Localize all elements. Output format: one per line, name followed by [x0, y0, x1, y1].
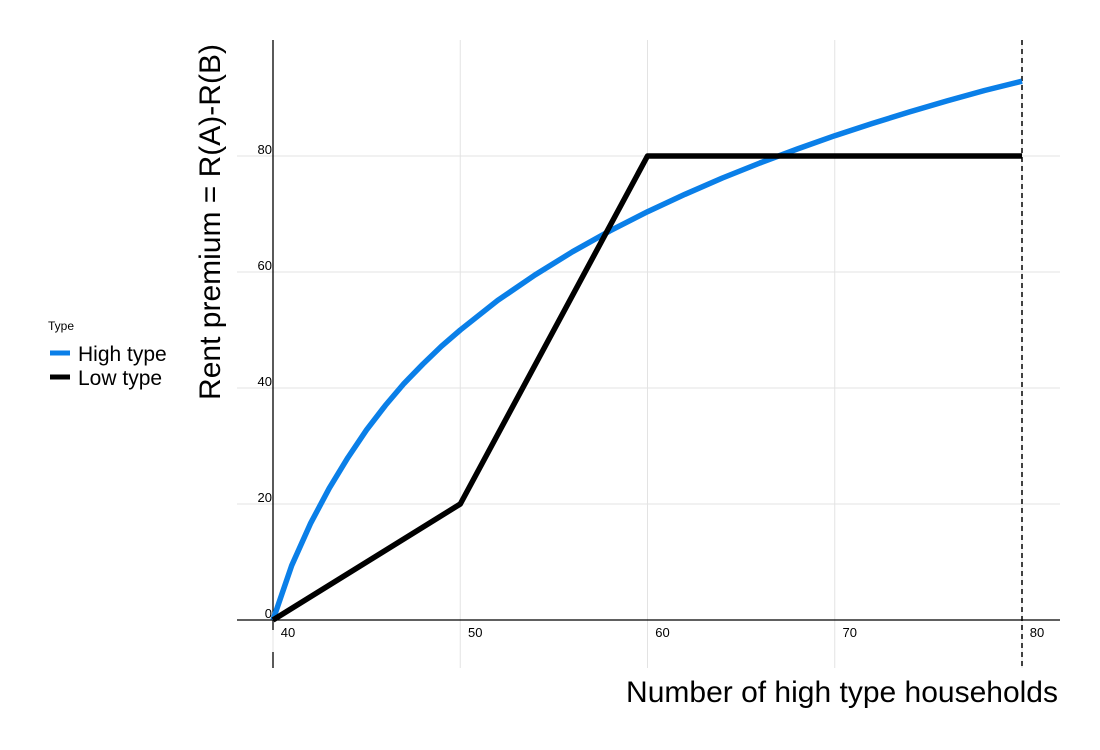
- legend-label-low-type: Low type: [78, 367, 162, 390]
- x-tick-label-70: 70: [843, 625, 857, 640]
- y-axis-title: Rent premium = R(A)-R(B): [194, 44, 227, 400]
- legend-entry-high-type: High type: [50, 343, 167, 366]
- x-tick-label-60: 60: [655, 625, 669, 640]
- x-tick-label-80: 80: [1030, 625, 1044, 640]
- tick-labels: 40 50 60 70 80 0 20 40 60 80: [258, 142, 1045, 640]
- series-layer: [270, 78, 1023, 623]
- y-tick-label-40: 40: [258, 374, 272, 389]
- legend-label-high-type: High type: [78, 343, 167, 366]
- series-line-high-type: [270, 78, 1023, 621]
- y-tick-label-60: 60: [258, 258, 272, 273]
- axes: [237, 40, 1060, 668]
- grid-lines: [237, 40, 1060, 668]
- x-axis-title: Number of high type households: [626, 676, 1058, 709]
- x-tick-label-50: 50: [468, 625, 482, 640]
- y-tick-label-0: 0: [265, 606, 272, 621]
- legend: Type High type Low type: [48, 319, 167, 390]
- legend-entry-low-type: Low type: [50, 367, 162, 390]
- x-tick-label-40: 40: [281, 625, 295, 640]
- legend-title: Type: [48, 319, 74, 333]
- y-tick-label-80: 80: [258, 142, 272, 157]
- y-tick-label-20: 20: [258, 490, 272, 505]
- series-line-low-type: [271, 153, 1022, 623]
